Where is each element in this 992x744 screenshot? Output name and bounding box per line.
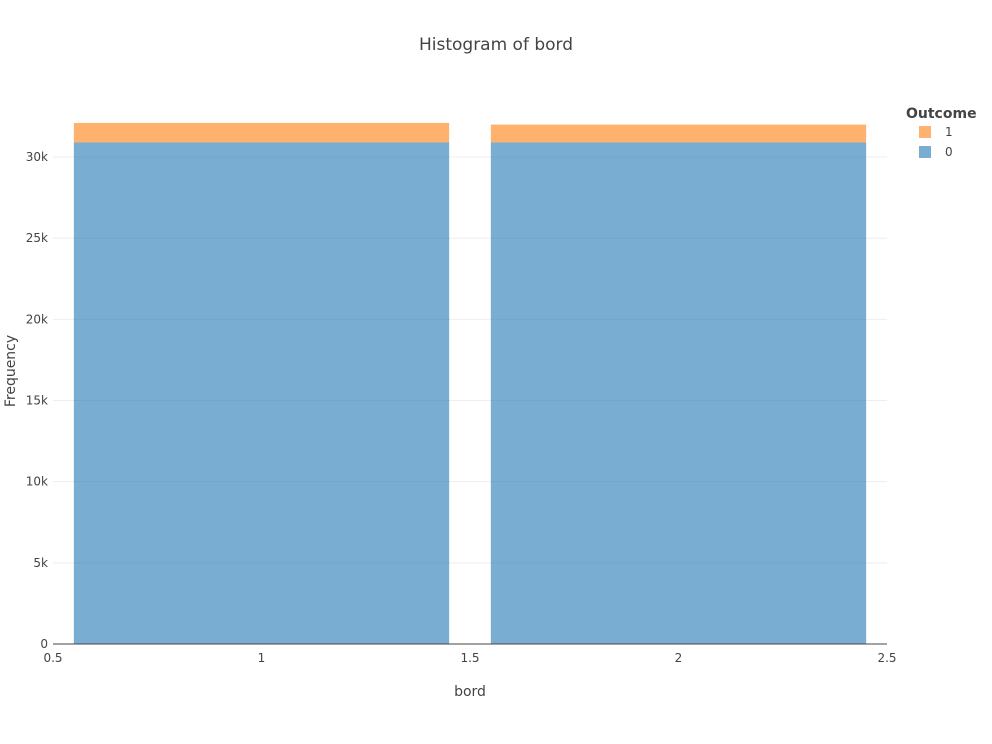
histogram-bar-outcome-1: [73, 122, 450, 143]
histogram-bar-outcome-0: [73, 142, 450, 645]
x-tick-label: 2: [675, 651, 683, 665]
chart-title: Histogram of bord: [419, 35, 573, 55]
x-axis-title: bord: [454, 684, 486, 700]
y-tick-label: 30k: [26, 150, 48, 164]
y-axis-title: Frequency: [3, 335, 19, 407]
legend-title: Outcome: [906, 106, 977, 122]
y-axis-ticks: 0 5k 10k 15k 20k 25k 30k: [26, 150, 48, 651]
y-tick-label: 0: [40, 637, 48, 651]
y-tick-label: 15k: [26, 394, 48, 408]
legend-swatch: [919, 126, 931, 138]
y-tick-label: 25k: [26, 231, 48, 245]
legend: Outcome 10: [906, 106, 977, 159]
legend-label: 1: [945, 125, 953, 139]
legend-label: 0: [945, 145, 953, 159]
x-tick-label: 1: [258, 651, 266, 665]
histogram-bar-outcome-0: [490, 142, 867, 645]
x-tick-label: 2.5: [877, 651, 896, 665]
y-tick-label: 20k: [26, 312, 48, 326]
x-axis-ticks: 0.5 1 1.5 2 2.5: [43, 651, 896, 665]
legend-items: 10: [919, 125, 953, 159]
y-tick-label: 10k: [26, 475, 48, 489]
histogram-bar-outcome-1: [490, 124, 867, 143]
bars: [73, 122, 867, 645]
x-tick-label: 0.5: [43, 651, 62, 665]
x-tick-label: 1.5: [460, 651, 479, 665]
legend-swatch: [919, 146, 931, 158]
y-tick-label: 5k: [33, 556, 48, 570]
